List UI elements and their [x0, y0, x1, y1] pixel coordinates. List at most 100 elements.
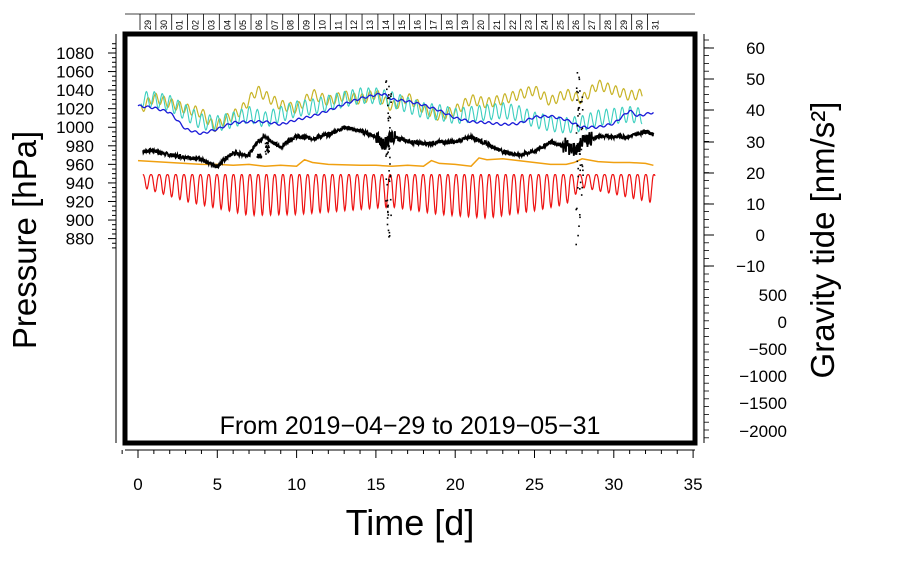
top-date-label: 24 [540, 20, 550, 30]
y-tick-label-left: 1020 [56, 100, 94, 119]
top-date-label: 17 [428, 20, 438, 30]
gravity-dot [575, 208, 577, 211]
gravity-dot [387, 97, 389, 100]
gravity-dot [579, 181, 582, 184]
gravity-dot [581, 96, 584, 98]
gravity-dot [579, 169, 581, 172]
top-date-label: 29 [619, 20, 629, 30]
top-date-label: 27 [587, 20, 597, 30]
y-tick-label-left: 940 [66, 174, 94, 193]
gravity-dot [389, 198, 392, 201]
gravity-dot [386, 183, 388, 186]
gravity-dot [581, 186, 583, 189]
gravity-dot [578, 113, 581, 115]
gravity-dot [575, 132, 578, 134]
top-date-label: 22 [508, 20, 518, 30]
y-tick-label-left: 920 [66, 192, 94, 211]
top-date-label: 02 [191, 20, 201, 30]
y-tick-label-left: 880 [66, 230, 94, 249]
top-date-label: 06 [254, 20, 264, 30]
gravity-dot [388, 235, 391, 237]
gravity-dot [390, 93, 392, 95]
gravity-dot [265, 153, 267, 155]
gravity-dot [386, 217, 389, 219]
gravity-dot [388, 145, 390, 147]
gravity-dot [578, 106, 581, 109]
gravity-dot [578, 153, 581, 155]
gravity-dot [577, 91, 579, 94]
gravity-dot [581, 127, 584, 129]
gravity-dot [577, 175, 579, 178]
gravity-dot [258, 156, 261, 158]
gravity-dot [580, 144, 583, 147]
gravity-dot [385, 200, 387, 202]
gravity-dot [581, 109, 584, 111]
gravity-dot [579, 142, 581, 145]
gravity-dot [387, 206, 389, 208]
gravity-dot [256, 155, 259, 158]
y-tick-label-right-upper: 10 [746, 195, 765, 214]
gravity-dot [577, 187, 579, 189]
gravity-dot [388, 96, 390, 99]
gravity-dot [257, 154, 260, 156]
x-tick-label: 10 [287, 475, 306, 494]
series-layer [137, 72, 656, 246]
gravity-dot [388, 178, 390, 181]
top-date-label: 01 [175, 20, 185, 30]
gravity-dot [576, 207, 578, 210]
series-pressure-line [142, 125, 655, 170]
gravity-dot [576, 72, 579, 74]
date-range-annotation: From 2019−04−29 to 2019−05−31 [220, 412, 601, 440]
x-tick-label: 25 [525, 475, 544, 494]
top-date-label: 13 [365, 20, 375, 30]
axis-ticks-layer [108, 13, 714, 458]
gravity-dot [385, 178, 388, 180]
gravity-dot [577, 234, 579, 237]
gravity-dot [576, 99, 578, 101]
top-date-label: 30 [159, 20, 169, 30]
gravity-dot [385, 80, 388, 82]
gravity-dot [386, 199, 389, 202]
x-axis-title: Time [d] [346, 502, 475, 543]
gravity-dot [388, 148, 390, 150]
gravity-dot [389, 163, 391, 165]
gravity-dot [388, 170, 390, 172]
gravity-dot [388, 180, 391, 183]
gravity-dot [385, 153, 388, 156]
y-tick-label-right-upper: 20 [746, 164, 765, 183]
gravity-dot [580, 194, 583, 196]
y-tick-label-left: 960 [66, 155, 94, 174]
y-tick-label-right-upper: 30 [746, 133, 765, 152]
gravity-dot [388, 115, 391, 118]
gravity-dot [385, 81, 387, 83]
y-tick-label-right-lower: −1000 [739, 367, 787, 386]
gravity-dot [264, 150, 267, 153]
top-date-label: 05 [238, 20, 248, 30]
gravity-dot [577, 150, 579, 152]
gravity-dot [576, 90, 578, 93]
gravity-dot [388, 137, 391, 140]
gravity-dot [267, 144, 270, 147]
gravity-dot [386, 152, 389, 155]
gravity-dot [579, 188, 581, 190]
y-tick-label-right-upper: 60 [746, 39, 765, 58]
gravity-dot [387, 119, 390, 122]
gravity-dot [387, 229, 390, 232]
gravity-dot [388, 85, 390, 88]
y-tick-label-left: 1060 [56, 63, 94, 82]
gravity-dot [389, 127, 391, 129]
gravity-dot [386, 88, 388, 91]
gravity-dot [576, 125, 579, 127]
gravity-dot [579, 90, 581, 92]
y-tick-label-right-lower: −1500 [739, 394, 787, 413]
plot-frame [122, 31, 698, 446]
gravity-dot [579, 214, 581, 216]
gravity-dot [388, 231, 391, 234]
top-date-label: 29 [143, 20, 153, 30]
gravity-dot [578, 76, 580, 79]
gravity-dot [385, 155, 387, 157]
y-tick-label-right-upper: 0 [756, 226, 765, 245]
gravity-dot [268, 140, 270, 143]
gravity-dot [265, 145, 268, 147]
